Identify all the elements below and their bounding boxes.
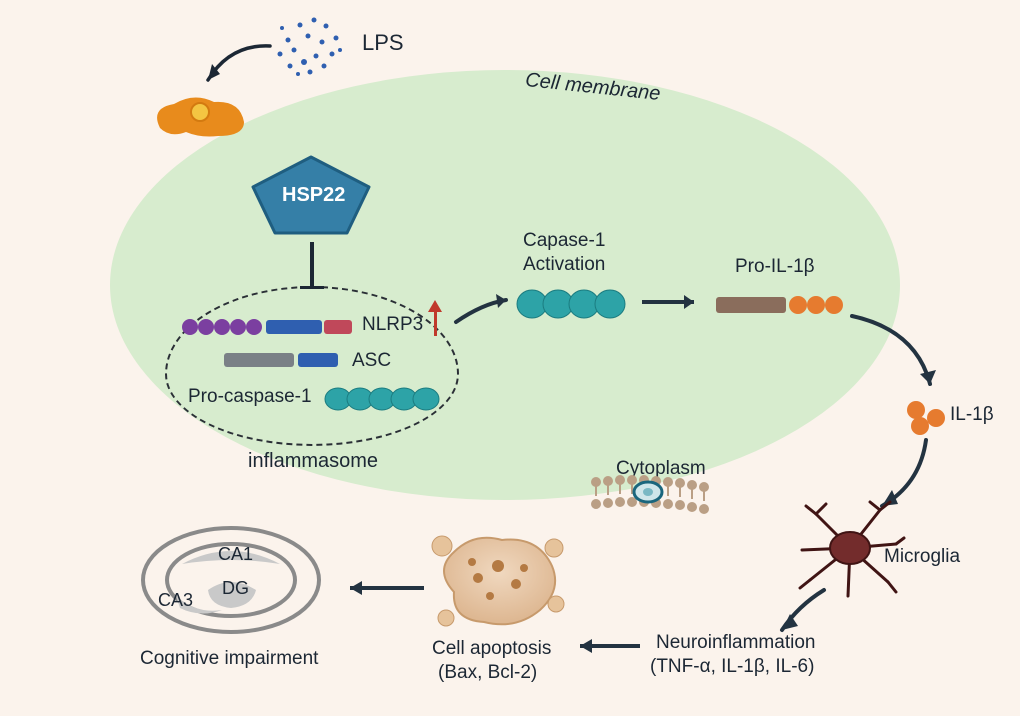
- arrow-to-caspase: [452, 294, 522, 334]
- hsp22-label: HSP22: [282, 184, 345, 207]
- apoptosis-label-1: Cell apoptosis: [432, 638, 551, 660]
- membrane-lipid-icon: [588, 474, 718, 514]
- pro-caspase1-icon: [324, 382, 444, 416]
- asc-label: ASC: [352, 350, 391, 372]
- asc-icon: [224, 348, 344, 372]
- pro-il1b-icon: [716, 290, 856, 320]
- capase1-label-1: Capase-1: [523, 230, 605, 252]
- neuroinf-label-1: Neuroinflammation: [656, 632, 815, 654]
- microglia-label: Microglia: [884, 546, 960, 568]
- ca3-tag: CA3: [158, 590, 193, 611]
- brain-hippocampus-icon: CA1 DG CA3: [136, 520, 326, 640]
- arrow-neuroinf-to-apoptosis: [566, 636, 648, 656]
- il1b-label: IL-1β: [950, 404, 994, 426]
- capase1-label-2: Activation: [523, 254, 605, 276]
- upregulation-arrow: [434, 310, 437, 336]
- cognitive-label: Cognitive impairment: [140, 648, 318, 670]
- dg-tag: DG: [222, 578, 249, 599]
- nlrp3-icon: [180, 312, 360, 342]
- caspase1-activation-icon: [516, 282, 636, 326]
- lps-label: LPS: [362, 30, 404, 56]
- pro-caspase1-label: Pro-caspase-1: [188, 386, 312, 408]
- arrow-caspase-to-proil: [640, 292, 710, 312]
- arrow-apoptosis-to-cognitive: [332, 574, 432, 604]
- apoptosis-label-2: (Bax, Bcl-2): [438, 662, 537, 684]
- macrophage-icon: [140, 82, 260, 152]
- inflammasome-label: inflammasome: [248, 450, 378, 473]
- arrow-proil-to-il1b: [846, 310, 956, 410]
- nlrp3-label: NLRP3: [362, 314, 423, 336]
- pro-il1b-label: Pro-IL-1β: [735, 256, 815, 278]
- hsp22-inhibition-line: [310, 242, 314, 286]
- apoptotic-cell-icon: [428, 526, 568, 636]
- neuroinf-label-2: (TNF-α, IL-1β, IL-6): [650, 656, 814, 678]
- ca1-tag: CA1: [218, 544, 253, 565]
